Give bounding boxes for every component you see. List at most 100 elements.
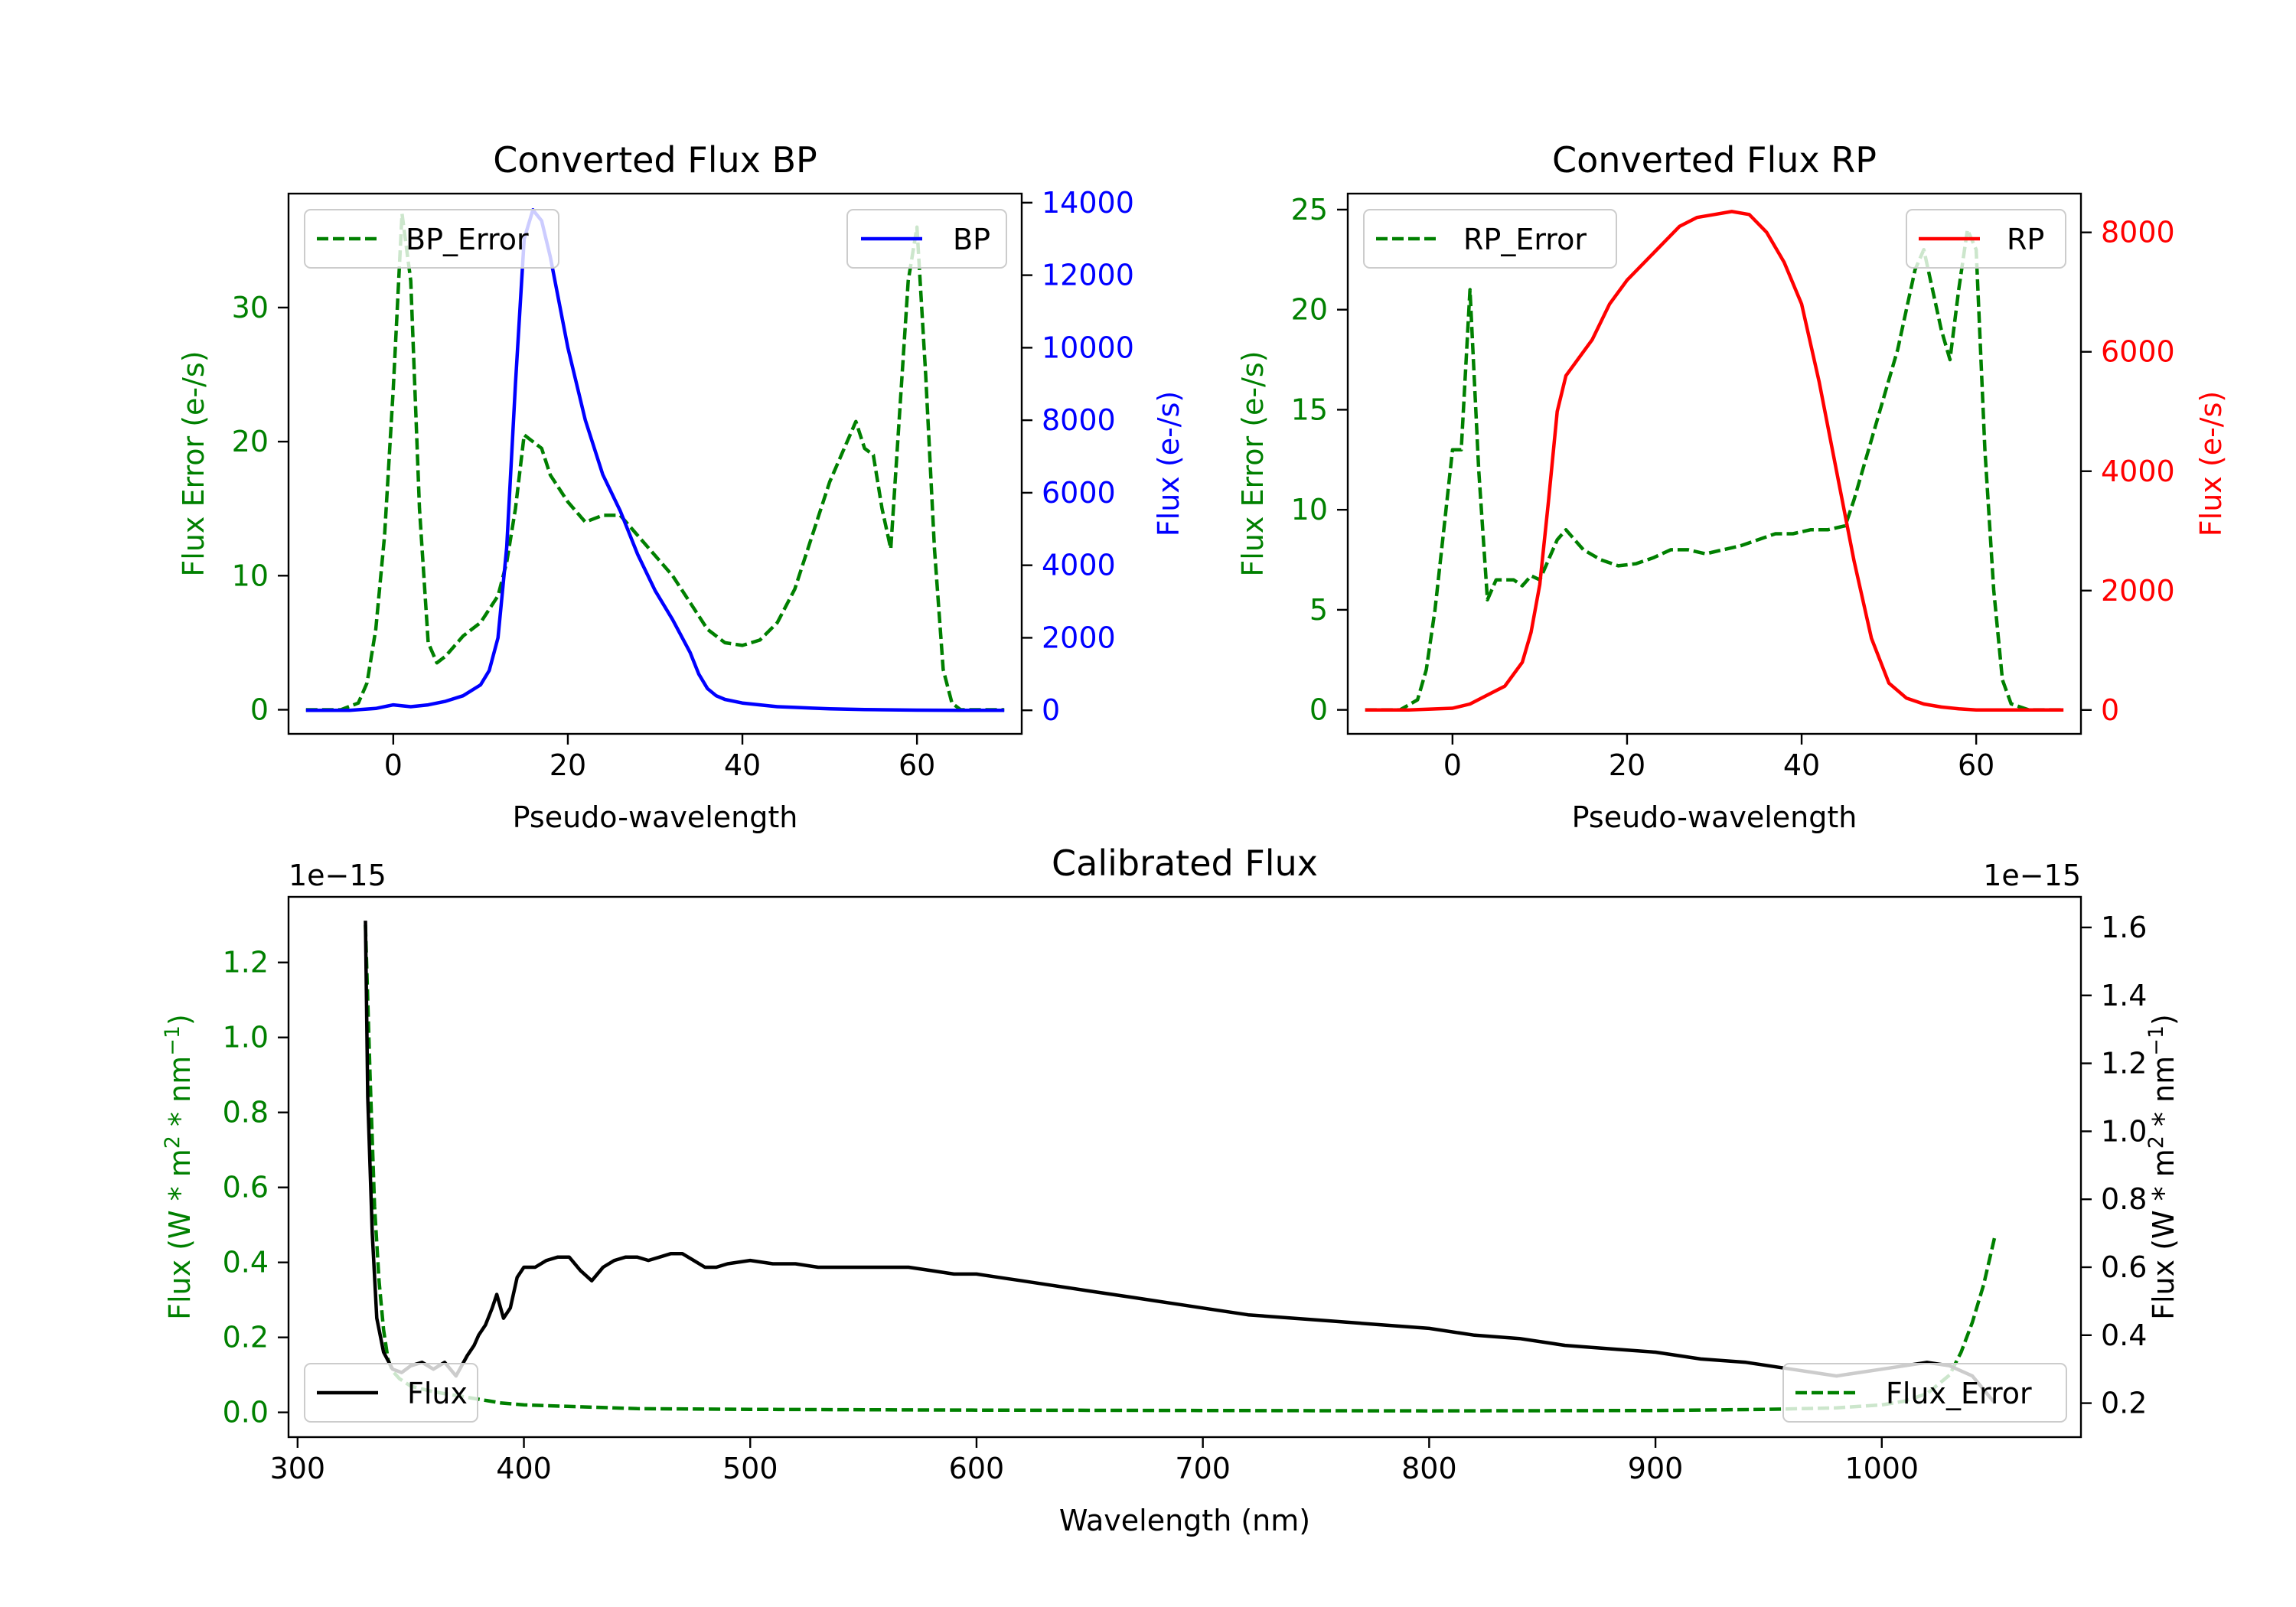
legend-label-bp-error: BP_Error — [406, 223, 529, 256]
y-right-tick-label: 1.6 — [2101, 911, 2147, 944]
y-axis-left-label: Flux (W * m2 * nm−1) — [161, 1014, 197, 1320]
y-axis-right-label: Flux (e-/s) — [2194, 391, 2228, 536]
series-line-bp-error — [305, 212, 1005, 712]
y-axis-right-label: Flux (e-/s) — [1152, 391, 1186, 536]
series-line-rp — [1365, 210, 2064, 712]
panel-calibrated-flux: Calibrated Flux Wavelength (nm) Flux (W … — [161, 843, 2180, 1537]
y-left-tick-label: 0 — [1309, 693, 1328, 727]
axes-frame — [287, 192, 1023, 735]
y-left-tick-label: 0.6 — [223, 1171, 269, 1204]
legend-box — [304, 1363, 478, 1423]
y-right-tick-label: 0.8 — [2101, 1182, 2147, 1216]
y-right-tick-label: 0 — [2101, 693, 2119, 727]
y-right-tick-label: 6000 — [2101, 335, 2175, 369]
y-left-tick-label: 5 — [1309, 593, 1328, 627]
legend-label-rp: RP — [2007, 223, 2044, 256]
legend-label-flux: Flux — [407, 1377, 468, 1410]
legend-flux-error: Flux_Error — [1782, 1363, 2067, 1423]
y-left-tick-label: 20 — [232, 425, 269, 458]
legend-box — [846, 209, 1007, 269]
legend-rp-error: RP_Error — [1363, 209, 1617, 269]
chart-title: Converted Flux BP — [493, 139, 817, 181]
x-tick-label: 400 — [496, 1452, 552, 1485]
y-left-tick-label: 0 — [250, 693, 269, 726]
y-left-tick-label: 30 — [232, 291, 269, 324]
axes-frame — [287, 895, 2082, 1439]
x-tick-label: 40 — [724, 748, 761, 782]
y-right-tick-label: 0.4 — [2101, 1319, 2147, 1352]
y-axis-left-offset: 1e−15 — [289, 859, 386, 892]
y-left-tick-label: 25 — [1291, 193, 1328, 227]
y-left-tick-label: 10 — [1291, 493, 1328, 526]
x-tick-label: 800 — [1401, 1452, 1457, 1485]
x-tick-label: 600 — [949, 1452, 1005, 1485]
x-tick-label: 300 — [270, 1452, 326, 1485]
x-tick-label: 40 — [1783, 748, 1820, 782]
y-right-tick-label: 8000 — [1042, 403, 1116, 437]
plot-area: 0 20 40 60 0 10 20 30 0 2000 4000 6000 8000 10000 1200… — [232, 186, 1134, 782]
axes-frame — [1346, 192, 2082, 735]
legend-box — [1363, 209, 1617, 269]
legend-bp-error: BP_Error — [304, 209, 559, 269]
x-tick-label: 900 — [1628, 1452, 1684, 1485]
x-tick-label: 500 — [722, 1452, 778, 1485]
y-left-tick-label: 0.8 — [223, 1096, 269, 1129]
y-left-tick-label: 20 — [1291, 293, 1328, 327]
legend-bp: BP — [846, 209, 1007, 269]
legend-box — [304, 209, 559, 269]
y-axis-right-offset: 1e−15 — [1983, 859, 2081, 892]
y-left-tick-label: 15 — [1291, 393, 1328, 426]
y-right-tick-label: 8000 — [2101, 216, 2175, 249]
y-right-tick-label: 4000 — [2101, 455, 2175, 488]
x-tick-label: 0 — [384, 748, 403, 782]
plot-area: 300 400 500 600 700 800 900 1000 0.0 0.2 0.4 0.6 0.8… — [223, 911, 2148, 1485]
y-axis-right-label: Flux (W * m2 * nm−1) — [2144, 1014, 2180, 1320]
series-line-rp-error — [1365, 227, 2064, 712]
legend-box — [1782, 1363, 2067, 1423]
panel-converted-flux-rp: Converted Flux RP Pseudo-wavelength Flux… — [1236, 139, 2228, 834]
y-axis-left-label: Flux Error (e-/s) — [1236, 350, 1270, 576]
x-axis-label: Pseudo-wavelength — [513, 800, 798, 834]
y-right-tick-label: 0 — [1042, 693, 1060, 727]
plot-area: 0 20 40 60 0 5 10 15 20 25 0 2000 4000 6000 8000 — [1291, 193, 2175, 782]
y-right-tick-label: 0.6 — [2101, 1250, 2147, 1284]
y-left-tick-label: 1.0 — [223, 1021, 269, 1054]
x-axis-label: Pseudo-wavelength — [1572, 800, 1857, 834]
y-right-tick-label: 14000 — [1042, 186, 1134, 220]
legend-flux: Flux — [304, 1363, 478, 1423]
x-tick-label: 20 — [1609, 748, 1645, 782]
y-right-tick-label: 1.2 — [2101, 1047, 2147, 1081]
x-tick-label: 60 — [1958, 748, 1994, 782]
y-left-tick-label: 1.2 — [223, 946, 269, 980]
y-right-tick-label: 2000 — [2101, 574, 2175, 608]
y-right-tick-label: 4000 — [1042, 549, 1116, 582]
x-tick-label: 1000 — [1844, 1452, 1919, 1485]
legend-box — [1906, 209, 2066, 269]
chart-title: Calibrated Flux — [1052, 843, 1318, 884]
chart-title: Converted Flux RP — [1552, 139, 1877, 181]
legend-label-flux-error: Flux_Error — [1886, 1377, 2032, 1410]
y-right-tick-label: 0.2 — [2101, 1387, 2147, 1420]
x-tick-label: 20 — [550, 748, 586, 782]
y-left-tick-label: 0.4 — [223, 1246, 269, 1279]
y-left-tick-label: 0.2 — [223, 1321, 269, 1354]
x-tick-label: 0 — [1443, 748, 1462, 782]
y-right-tick-label: 1.4 — [2101, 979, 2147, 1012]
y-axis-left-label: Flux Error (e-/s) — [177, 350, 210, 576]
legend-label-rp-error: RP_Error — [1463, 223, 1587, 256]
y-right-tick-label: 1.0 — [2101, 1114, 2147, 1148]
legend-rp: RP — [1906, 209, 2066, 269]
series-line-bp — [305, 208, 1005, 712]
x-tick-label: 700 — [1175, 1452, 1231, 1485]
y-right-tick-label: 2000 — [1042, 621, 1116, 654]
panel-converted-flux-bp: Converted Flux BP Pseudo-wavelength Flux… — [177, 139, 1186, 834]
series-line-flux — [364, 921, 1997, 1405]
x-tick-label: 60 — [899, 748, 935, 782]
y-right-tick-label: 10000 — [1042, 331, 1134, 364]
y-left-tick-label: 10 — [232, 559, 269, 592]
y-right-tick-label: 6000 — [1042, 476, 1116, 510]
x-axis-label: Wavelength (nm) — [1059, 1504, 1310, 1537]
y-left-tick-label: 0.0 — [223, 1396, 269, 1429]
y-right-tick-label: 12000 — [1042, 259, 1134, 292]
